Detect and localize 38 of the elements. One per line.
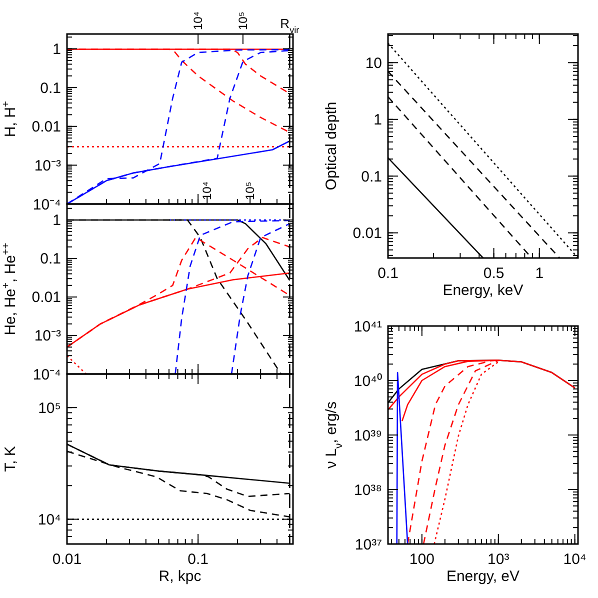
y-tick-label: 10⁻³	[34, 328, 61, 345]
y-tick-label: 10³⁹	[354, 427, 382, 444]
y-tick-label: 10⁴	[38, 511, 61, 528]
annotation: 10⁵	[243, 182, 258, 200]
x-tick-label: 0.1	[378, 265, 398, 282]
y-tick-label: 0.01	[352, 225, 382, 242]
y-tick-label: 10⁴¹	[354, 318, 382, 336]
x-tick-label: 0.5	[483, 265, 504, 282]
x-axis-title: Energy, eV	[446, 568, 520, 585]
y-axis-title: Optical depth	[323, 102, 340, 190]
y-tick-label: 0.1	[361, 168, 382, 186]
x-tick-label: 1	[535, 265, 544, 282]
x-tick-label: 0.1	[188, 551, 208, 568]
x-axis-title: R, kpc	[158, 568, 202, 585]
x-tick-label: 10⁴	[563, 551, 586, 568]
y-tick-label: 0.01	[32, 118, 61, 136]
y-tick-label: 10³⁷	[354, 536, 382, 554]
x-tick-label: 100	[409, 551, 434, 568]
annotation: 10⁴	[191, 11, 206, 30]
y-axis-title: T, K	[2, 446, 19, 472]
y-tick-label: 10	[365, 54, 382, 72]
y-tick-label: 0.01	[32, 289, 61, 306]
y-tick-label: 0.1	[40, 80, 61, 97]
y-tick-label: 10⁴⁰	[354, 372, 382, 390]
y-tick-label: 10⁻⁴	[32, 366, 61, 384]
x-tick-label: 10³	[488, 551, 510, 568]
x-axis-title: Energy, keV	[442, 282, 524, 299]
y-tick-label: 10⁵	[38, 400, 61, 417]
y-tick-label: 0.1	[40, 250, 61, 268]
annotation: 10⁴	[200, 181, 214, 200]
ref-line-label: R$_{vir}$	[280, 16, 300, 35]
y-tick-label: 10³⁸	[354, 482, 382, 499]
annotation: 10⁵	[236, 12, 250, 30]
y-tick-label: 10⁻³	[34, 157, 61, 174]
y-tick-label: 1	[52, 212, 61, 230]
y-tick-label: 1	[374, 112, 382, 129]
y-tick-label: 10⁻⁴	[32, 196, 61, 214]
y-tick-label: 1	[52, 41, 61, 58]
